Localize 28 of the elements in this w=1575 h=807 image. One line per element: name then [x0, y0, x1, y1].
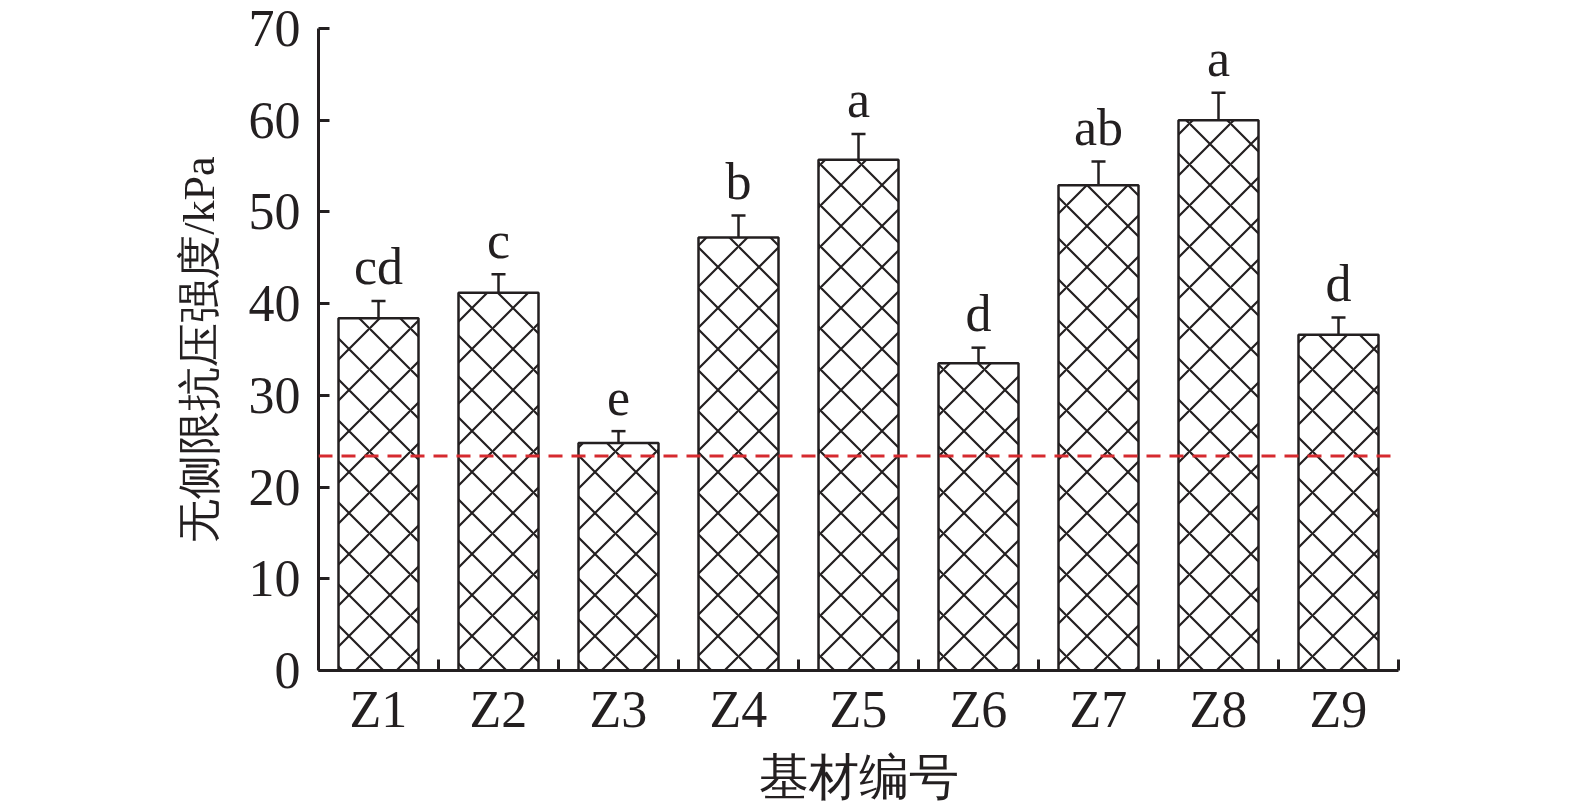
x-tick-label: Z7 [1069, 680, 1128, 738]
y-tick-label: 30 [248, 366, 301, 424]
y-tick-label: 70 [248, 0, 301, 57]
annotation: c [486, 211, 511, 269]
annotation: d [965, 285, 992, 343]
x-axis-title: 基材编号 [758, 748, 959, 805]
y-tick-label: 60 [248, 91, 301, 149]
x-tick-label: Z8 [1189, 680, 1248, 738]
y-tick-label: 10 [248, 550, 301, 608]
y-tick-label: 0 [274, 642, 301, 699]
x-tick-label: Z9 [1309, 680, 1368, 738]
annotation: cd [353, 238, 404, 296]
x-tick-label: Z2 [469, 680, 528, 738]
x-tick-label: Z6 [949, 680, 1008, 738]
annotation: e [606, 368, 631, 426]
annotation: a [846, 71, 871, 129]
annotation: d [1325, 254, 1352, 312]
y-axis-title: 无侧限抗压强度/kPa [174, 156, 224, 543]
y-tick-label: 50 [248, 183, 301, 241]
x-tick-label: Z5 [829, 680, 888, 738]
annotation: ab [1073, 98, 1124, 156]
y-tick-label: 20 [248, 458, 301, 516]
y-tick-label: 40 [248, 275, 301, 333]
annotation: a [1206, 30, 1231, 88]
x-tick-label: Z1 [349, 680, 408, 738]
x-tick-label: Z4 [709, 680, 768, 738]
x-tick-label: Z3 [589, 680, 648, 738]
annotation: b [725, 153, 752, 211]
